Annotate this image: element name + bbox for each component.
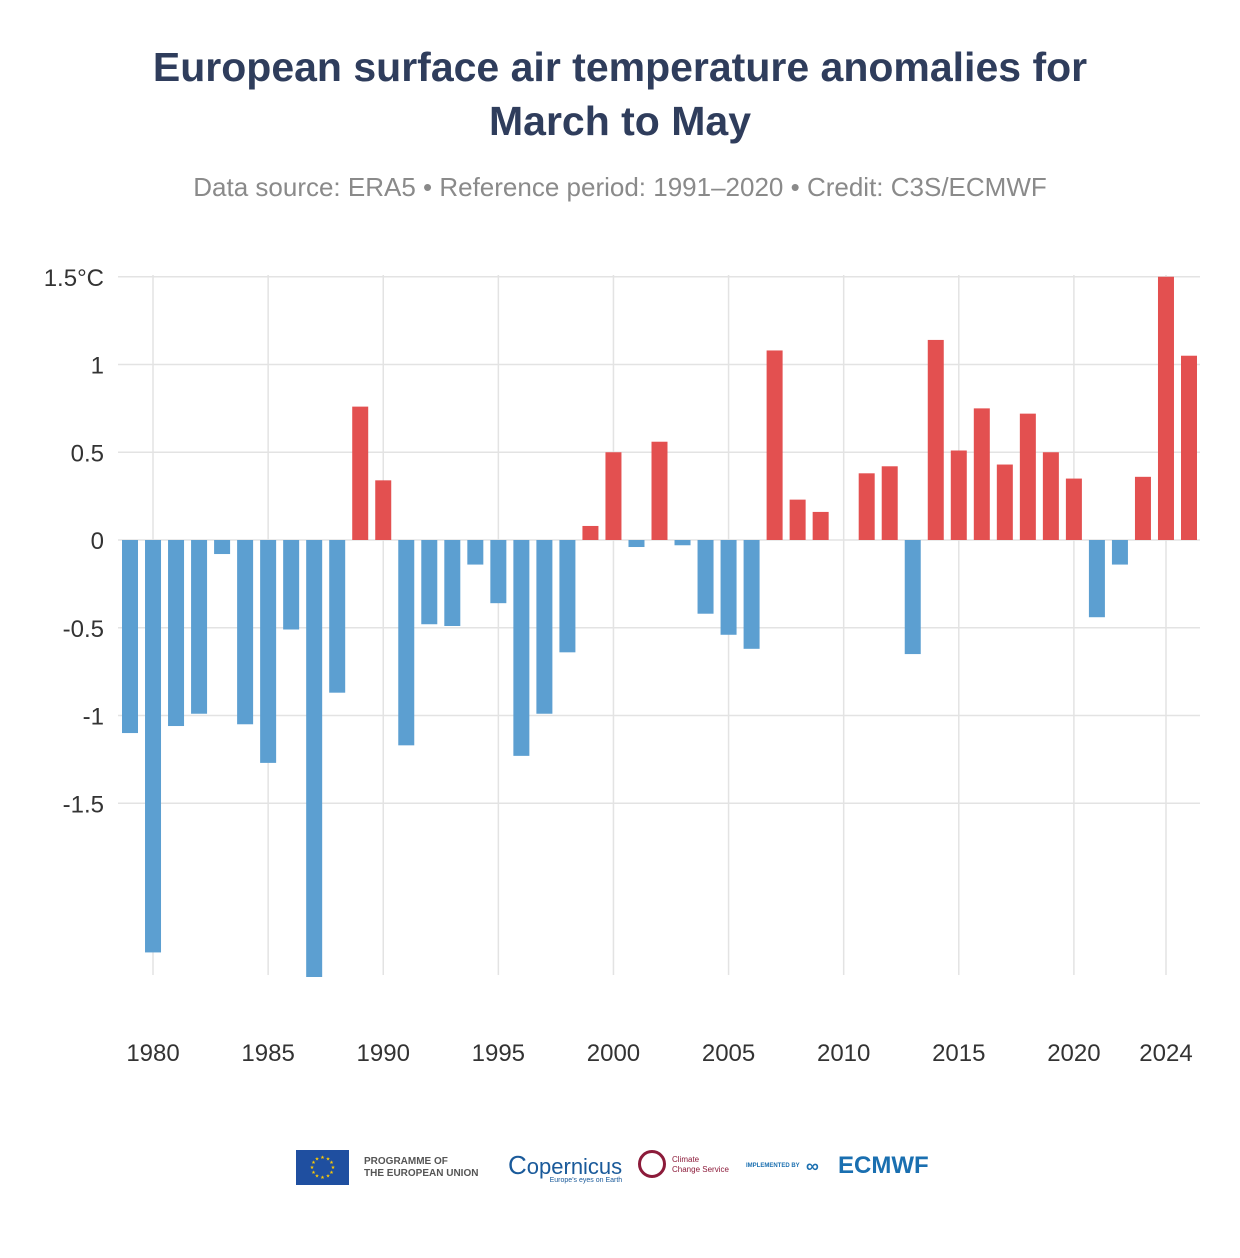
bar-1986 xyxy=(283,540,300,630)
bar-2021 xyxy=(1088,540,1105,618)
eu-programme-label: PROGRAMME OF THE EUROPEAN UNION xyxy=(364,1156,478,1180)
bar-1995 xyxy=(490,540,507,604)
svg-text:★: ★ xyxy=(320,1175,325,1181)
bar-2020 xyxy=(1065,478,1082,540)
y-tick-label: -1.5 xyxy=(63,791,104,818)
bar-1983 xyxy=(214,540,231,555)
bar-1998 xyxy=(559,540,576,653)
x-tick-label-2005: 2005 xyxy=(702,1040,755,1067)
svg-text:★: ★ xyxy=(329,1160,334,1166)
svg-text:★: ★ xyxy=(326,1157,331,1163)
bar-2004 xyxy=(697,540,714,614)
bar-1989 xyxy=(352,406,369,540)
bar-2017 xyxy=(996,464,1013,540)
bar-1979 xyxy=(122,540,138,734)
y-tick-label: 1 xyxy=(91,353,104,380)
svg-text:★: ★ xyxy=(315,1157,320,1163)
y-tick-label: -1 xyxy=(83,704,104,731)
x-tick-label-2010: 2010 xyxy=(817,1040,870,1067)
y-tick-label: 1.5°C xyxy=(44,265,104,292)
bar-2001 xyxy=(628,540,645,548)
bar-2018 xyxy=(1019,413,1036,540)
climate-change-service-icon xyxy=(638,1150,666,1178)
eu-label-line-2: THE EUROPEAN UNION xyxy=(364,1168,479,1179)
y-tick-label: -0.5 xyxy=(63,616,104,643)
bar-2002 xyxy=(651,441,668,540)
eu-flag-icon: ★ ★ ★ ★ ★ ★ ★ ★ ★ ★ ★ ★ xyxy=(296,1150,349,1185)
bar-2006 xyxy=(743,540,760,649)
bar-2009 xyxy=(812,511,829,540)
bar-1987 xyxy=(306,540,323,977)
svg-text:★: ★ xyxy=(311,1160,316,1166)
bar-2012 xyxy=(881,466,898,540)
chart-title-line-1: European surface air temperature anomali… xyxy=(152,44,1088,90)
x-tick-label-2020: 2020 xyxy=(1047,1040,1100,1067)
eu-label-line-1: PROGRAMME OF xyxy=(364,1156,448,1167)
bar-1984 xyxy=(237,540,254,725)
c3s-label-line-1: Climate xyxy=(672,1155,700,1164)
bar-2000 xyxy=(605,452,622,540)
bar-1991 xyxy=(398,540,415,746)
bar-1990 xyxy=(375,480,392,540)
x-tick-label-1985: 1985 xyxy=(241,1040,294,1067)
bar-1997 xyxy=(536,540,553,714)
bar-2025 xyxy=(1181,355,1197,540)
bar-2008 xyxy=(789,499,806,540)
climate-change-service-label: Climate Change Service xyxy=(672,1155,729,1175)
bar-2019 xyxy=(1042,452,1059,540)
bar-1988 xyxy=(329,540,346,693)
x-tick-label-2015: 2015 xyxy=(932,1040,985,1067)
x-tick-label-1995: 1995 xyxy=(472,1040,525,1067)
bar-2007 xyxy=(766,350,783,540)
y-tick-label: 0.5 xyxy=(71,440,104,467)
bar-2022 xyxy=(1111,540,1128,565)
bar-1982 xyxy=(191,540,208,714)
bar-2003 xyxy=(674,540,691,546)
svg-text:★: ★ xyxy=(329,1170,334,1176)
bar-1999 xyxy=(582,525,599,540)
bar-1992 xyxy=(421,540,438,625)
bar-1994 xyxy=(467,540,484,565)
temperature-anomaly-bar-chart: 1.5°C 1 0.5 0 -0.5 -1 -1.5 1980 1985 1990 1995 2000… xyxy=(44,265,1200,1067)
bar-2024 xyxy=(1157,276,1174,540)
chart-subtitle: Data source: ERA5 • Reference period: 19… xyxy=(193,172,1047,202)
bar-2016 xyxy=(973,408,990,540)
svg-text:★: ★ xyxy=(310,1165,315,1171)
bar-1981 xyxy=(168,540,185,727)
x-tick-label-1990: 1990 xyxy=(357,1040,410,1067)
x-tick-label-2024: 2024 xyxy=(1139,1040,1192,1067)
svg-text:★: ★ xyxy=(331,1165,336,1171)
svg-text:★: ★ xyxy=(326,1174,331,1180)
bar-2015 xyxy=(950,450,967,540)
svg-text:★: ★ xyxy=(311,1170,316,1176)
bar-2014 xyxy=(927,339,944,540)
copernicus-wordmark: opernicus xyxy=(526,1154,623,1179)
bar-2013 xyxy=(904,540,921,655)
ecmwf-logo-text: ECMWF xyxy=(838,1152,929,1179)
bar-1985 xyxy=(260,540,277,763)
copernicus-tagline: Europe's eyes on Earth xyxy=(549,1177,623,1184)
bar-2005 xyxy=(720,540,737,635)
y-tick-label: 0 xyxy=(91,528,104,555)
svg-text:★: ★ xyxy=(315,1174,320,1180)
chart-title-line-2: March to May xyxy=(489,98,751,144)
x-tick-label-2000: 2000 xyxy=(587,1040,640,1067)
chart-title: European surface air temperature anomali… xyxy=(0,40,1240,148)
c3s-label-line-2: Change Service xyxy=(672,1165,729,1174)
bar-1993 xyxy=(444,540,461,626)
bar-1996 xyxy=(513,540,530,756)
bar-1980 xyxy=(145,540,162,953)
ecmwf-icon: ∞ xyxy=(806,1156,819,1176)
logo-footer: ★ ★ ★ ★ ★ ★ ★ ★ ★ ★ ★ ★ PROGRAMME OF THE EUROPEA… xyxy=(0,1148,1240,1188)
x-tick-label-1980: 1980 xyxy=(126,1040,179,1067)
implemented-by-label: IMPLEMENTED BY xyxy=(746,1163,800,1169)
svg-text:★: ★ xyxy=(320,1155,325,1161)
bar-2011 xyxy=(858,473,875,540)
copernicus-logo: Copernicus Europe's eyes on Earth xyxy=(508,1150,623,1184)
bar-2023 xyxy=(1134,476,1151,540)
